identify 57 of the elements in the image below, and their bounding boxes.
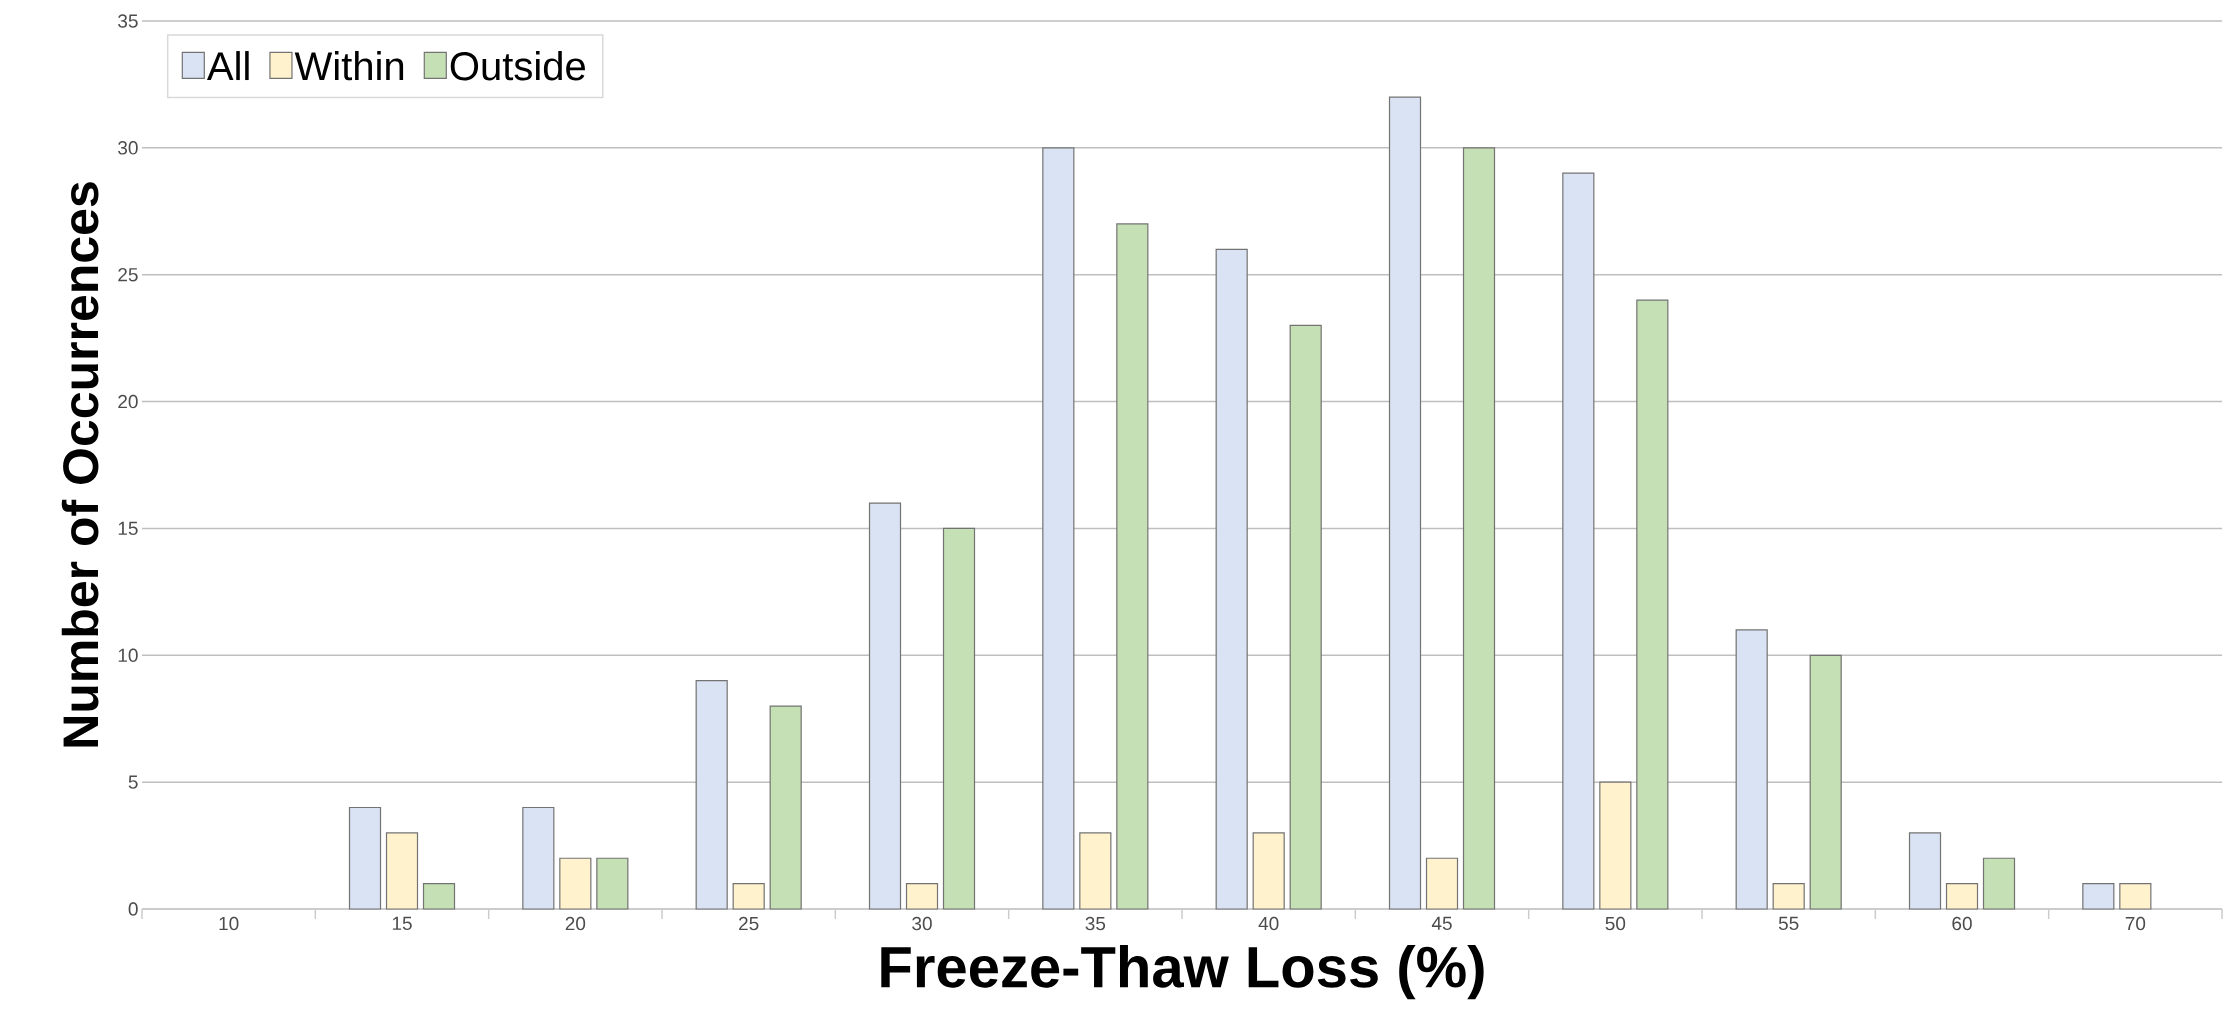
- bar: [868, 502, 902, 910]
- x-tick-label: 35: [1085, 916, 1106, 931]
- legend-label: Within: [294, 51, 404, 81]
- y-tick-label: 5: [128, 775, 138, 789]
- y-tick-label: 15: [118, 521, 138, 536]
- bar: [2119, 883, 2152, 910]
- x-tick-label: 30: [912, 916, 932, 931]
- bar: [1562, 172, 1595, 910]
- legend-label: Outside: [450, 51, 585, 81]
- bar: [1252, 832, 1285, 910]
- bar: [385, 832, 419, 910]
- bar: [1215, 248, 1248, 910]
- bar: [1042, 147, 1075, 910]
- x-tick-label: 25: [739, 916, 759, 931]
- bar: [905, 883, 939, 910]
- x-tick-label: 20: [565, 916, 586, 931]
- y-tick-label: 0: [128, 902, 138, 916]
- x-axis-title: Freeze-Thaw Loss (%): [881, 945, 1484, 1000]
- bar: [1116, 223, 1149, 910]
- y-axis-title: Number of Occurrences: [61, 182, 99, 747]
- bar: [1462, 147, 1496, 910]
- bar: [422, 883, 456, 910]
- x-tick-label: 15: [392, 916, 412, 931]
- x-tick-label: 10: [219, 916, 239, 931]
- bar: [1599, 781, 1632, 910]
- y-tick-label: 10: [118, 648, 138, 663]
- bar: [1772, 883, 1805, 910]
- bar: [1809, 654, 1842, 910]
- x-tick-label: 70: [2125, 916, 2146, 931]
- bar: [942, 527, 976, 910]
- bar: [596, 857, 629, 910]
- y-tick-label: 20: [118, 394, 138, 409]
- bar: [1735, 629, 1768, 910]
- bar: [1388, 96, 1422, 910]
- bar: [1079, 832, 1112, 910]
- bar: [522, 806, 555, 910]
- x-tick-label: 55: [1778, 916, 1799, 931]
- x-tick-label: 50: [1605, 916, 1626, 931]
- bar: [1945, 883, 1979, 910]
- bar: [1636, 299, 1669, 910]
- legend-label: All: [206, 51, 249, 81]
- bar: [769, 705, 802, 910]
- bar: [1425, 857, 1459, 910]
- bar: [1289, 324, 1322, 910]
- y-tick-label: 30: [118, 141, 138, 155]
- y-tick-label: 35: [118, 14, 138, 28]
- y-tick-label: 25: [118, 267, 138, 282]
- x-tick-label: 40: [1258, 916, 1279, 931]
- bar: [348, 806, 382, 910]
- bar: [695, 680, 728, 910]
- x-tick-label: 45: [1431, 916, 1452, 931]
- bar: [732, 883, 765, 910]
- bar: [559, 857, 592, 910]
- bar: [2082, 883, 2115, 910]
- x-tick-label: 60: [1952, 916, 1972, 931]
- bar: [1908, 832, 1942, 910]
- bar: [1982, 857, 2016, 910]
